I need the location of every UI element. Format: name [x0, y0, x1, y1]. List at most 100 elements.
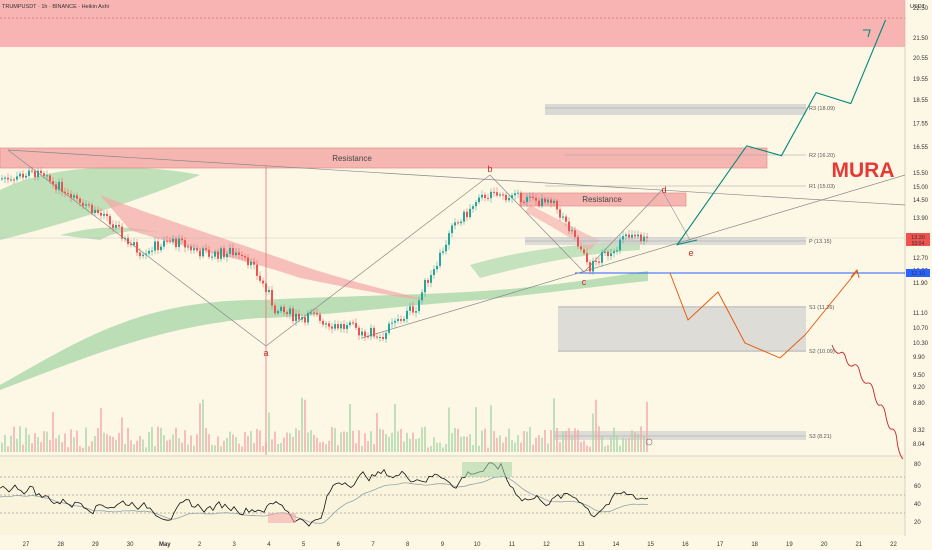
- volume-bar: [4, 435, 6, 452]
- candle-body: [496, 192, 498, 196]
- volume-bar: [121, 417, 123, 452]
- volume-bar: [391, 432, 393, 452]
- candle-body: [400, 319, 402, 321]
- candle-body: [451, 225, 453, 234]
- volume-bar: [340, 432, 342, 452]
- candle-body: [331, 326, 333, 329]
- volume-bar: [1, 442, 3, 452]
- candle-body: [100, 212, 102, 216]
- volume-bar: [181, 442, 183, 452]
- time-axis-bg: [0, 536, 932, 550]
- candle-body: [526, 197, 528, 203]
- volume-bar: [52, 412, 54, 452]
- forecast-red-continuation[interactable]: [831, 344, 904, 460]
- candle-body: [604, 251, 606, 253]
- trendline-lower[interactable]: [361, 174, 906, 339]
- volume-bar: [361, 445, 363, 452]
- candle-body: [412, 306, 414, 313]
- candle-body: [16, 176, 18, 180]
- candle-body: [187, 246, 189, 248]
- volume-bar: [478, 445, 480, 452]
- candle-body: [490, 191, 492, 199]
- volume-bar: [628, 437, 630, 452]
- volume-bar: [448, 407, 450, 452]
- candle-body: [235, 252, 237, 256]
- candle-body: [172, 238, 174, 242]
- clock-icon[interactable]: [645, 438, 653, 446]
- candle-body: [190, 246, 192, 251]
- candle-body: [568, 221, 570, 232]
- candle-body: [70, 193, 72, 198]
- candle-body: [310, 312, 312, 314]
- candle-body: [523, 202, 525, 204]
- price-tick: 17.55: [913, 122, 929, 128]
- candle-body: [124, 237, 126, 239]
- volume-bar: [595, 399, 597, 452]
- volume-bar: [526, 431, 528, 452]
- price-tick: 9.20: [913, 385, 925, 391]
- rsi-tick-60: 60: [914, 484, 921, 490]
- rsi-line[interactable]: [0, 462, 649, 527]
- candle-body: [631, 234, 633, 238]
- volume-bar: [148, 431, 150, 452]
- candle-body: [559, 209, 561, 218]
- volume-bar: [568, 428, 570, 452]
- volume-bar: [403, 441, 405, 452]
- volume-bar: [532, 444, 534, 452]
- volume-bar: [583, 440, 585, 452]
- time-tick: 29: [92, 542, 99, 548]
- volume-bar: [169, 439, 171, 452]
- volume-bar: [289, 433, 291, 452]
- volume-bar: [223, 440, 225, 452]
- resistance-zone-main[interactable]: [0, 147, 768, 169]
- time-axis[interactable]: 27 28 29 30 May 2 3 4 5 6 7 8 9 10 11 12 13 14 15 16 17 18 19 2…: [23, 542, 898, 548]
- volume-bar: [151, 427, 153, 452]
- volume-bar: [226, 437, 228, 452]
- volume-bar: [415, 439, 417, 452]
- candle-body: [595, 260, 597, 262]
- support-zone[interactable]: [558, 306, 806, 352]
- candle-body: [448, 233, 450, 245]
- candle-body: [505, 194, 507, 201]
- trendline-upper[interactable]: [7, 149, 906, 206]
- volume-bar: [157, 426, 159, 452]
- volume-bar: [457, 428, 459, 452]
- candle-body: [121, 226, 123, 239]
- time-tick: 5: [302, 542, 306, 548]
- candle-body: [217, 251, 219, 259]
- candle-body: [157, 241, 159, 251]
- volume-bar: [430, 445, 432, 452]
- candle-body: [433, 269, 435, 276]
- candle-body: [229, 248, 231, 254]
- volume-bar: [202, 399, 204, 452]
- s3-zone[interactable]: [554, 431, 806, 440]
- volume-bar: [208, 434, 210, 452]
- candle-body: [58, 181, 60, 190]
- ribbon-green-left: [0, 167, 200, 240]
- volume-bar: [25, 427, 27, 452]
- volume-bar: [355, 443, 357, 452]
- forecast-up-path[interactable]: [676, 19, 887, 246]
- candle-body: [34, 171, 36, 178]
- candle-body: [487, 197, 489, 199]
- volume-bar: [64, 433, 66, 452]
- candle-body: [358, 327, 360, 336]
- price-tick: 8.80: [913, 401, 925, 407]
- rsi-pane: [0, 457, 905, 535]
- candle-body: [544, 198, 546, 203]
- time-tick: 22: [890, 542, 897, 548]
- price-tick: 13.90: [913, 216, 929, 222]
- price-axis[interactable]: 22.50 21.50 20.55 19.55 18.55 17.55 16.55 15.50…: [913, 6, 929, 448]
- volume-bar: [544, 429, 546, 452]
- rsi-overbought-fill: [462, 462, 512, 477]
- volume-bar: [517, 435, 519, 452]
- line-price-value: 12.10: [911, 271, 925, 277]
- r3-zone[interactable]: [545, 104, 806, 115]
- volume-bar: [196, 434, 198, 452]
- volume-bar: [439, 442, 441, 452]
- pivot-s2-label: S2 (10.09): [809, 349, 835, 355]
- ribbon-green-right: [470, 240, 640, 278]
- supply-zone-top[interactable]: [0, 0, 905, 47]
- forecast-down-path[interactable]: [669, 270, 858, 359]
